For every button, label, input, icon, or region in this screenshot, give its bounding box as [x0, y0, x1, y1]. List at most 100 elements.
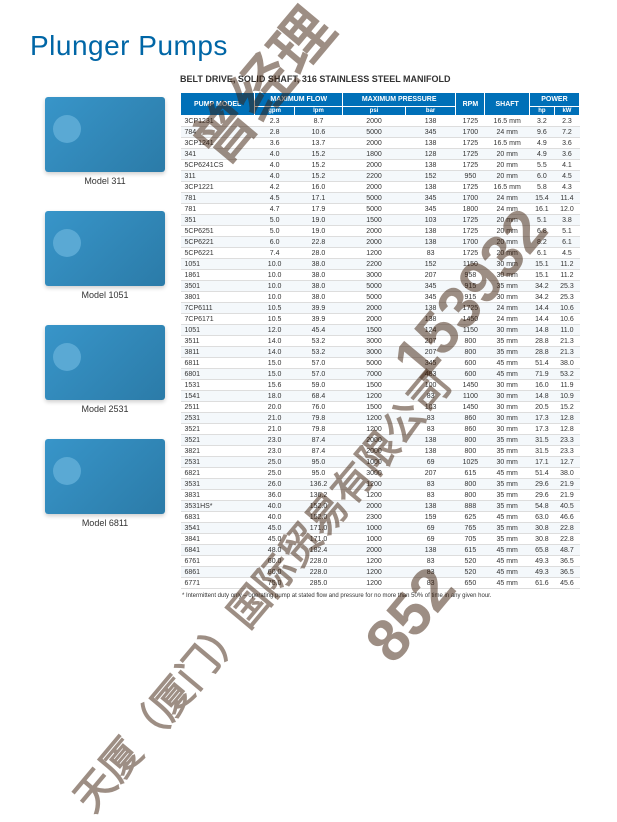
table-row: 352123.087.4200013880035 mm31.523.3 — [181, 435, 580, 446]
table-cell: 25.3 — [554, 292, 579, 303]
table-cell: 228.0 — [294, 556, 342, 567]
table-cell: 95.0 — [294, 457, 342, 468]
table-cell: 136.2 — [294, 490, 342, 501]
table-cell: 2000 — [343, 116, 406, 127]
table-cell: 1200 — [343, 424, 406, 435]
table-cell: 800 — [456, 446, 485, 457]
table-cell: 3.8 — [554, 215, 579, 226]
table-cell: 35 mm — [485, 490, 529, 501]
table-cell: 1150 — [456, 259, 485, 270]
table-cell: 68.4 — [294, 391, 342, 402]
table-cell: 24 mm — [485, 204, 529, 215]
table-cell: 10.5 — [255, 314, 295, 325]
table-cell: 83 — [405, 556, 455, 567]
table-row: 686160.0228.012008352045 mm49.336.5 — [181, 567, 580, 578]
table-row: 3CP12214.216.02000138172516.5 mm5.84.3 — [181, 182, 580, 193]
table-row: 677175.0285.012008365045 mm61.645.6 — [181, 578, 580, 589]
table-cell: 24 mm — [485, 127, 529, 138]
table-cell: 3521 — [181, 424, 255, 435]
table-cell: 4.9 — [529, 138, 554, 149]
table-cell: 1200 — [343, 413, 406, 424]
table-cell: 18.0 — [255, 391, 295, 402]
table-cell: 15.0 — [255, 369, 295, 380]
table-cell: 138 — [405, 446, 455, 457]
table-cell: 3000 — [343, 468, 406, 479]
table-cell: 30 mm — [485, 292, 529, 303]
table-cell: 83 — [405, 479, 455, 490]
table-cell: 6841 — [181, 545, 255, 556]
table-cell: 17.3 — [529, 413, 554, 424]
table-cell: 45 mm — [485, 358, 529, 369]
table-cell: 1000 — [343, 534, 406, 545]
table-cell: 345 — [405, 204, 455, 215]
table-cell: 4.0 — [255, 149, 295, 160]
table-row: 186110.038.0300020795830 mm15.111.2 — [181, 270, 580, 281]
table-row: 7CP611110.539.92000138172524 mm14.410.6 — [181, 303, 580, 314]
table-cell: 7000 — [343, 369, 406, 380]
table-cell: 3CP1241 — [181, 138, 255, 149]
table-cell: 15.2 — [294, 149, 342, 160]
table-cell: 2000 — [343, 314, 406, 325]
table-cell: 29.6 — [529, 490, 554, 501]
content-area: Model 311 Model 1051 Model 2531 Model 68… — [0, 92, 617, 599]
table-cell: 3000 — [343, 270, 406, 281]
table-cell: 1100 — [456, 391, 485, 402]
table-cell: 4.0 — [255, 160, 295, 171]
table-cell: 5.0 — [255, 226, 295, 237]
table-cell: 207 — [405, 347, 455, 358]
table-cell: 1700 — [456, 237, 485, 248]
table-cell: 3831 — [181, 490, 255, 501]
col-model: PUMP MODEL — [181, 93, 255, 116]
table-cell: 345 — [405, 358, 455, 369]
table-cell: 28.8 — [529, 347, 554, 358]
table-cell: 1200 — [343, 248, 406, 259]
model-block: Model 311 — [30, 97, 180, 186]
table-cell: 31.5 — [529, 446, 554, 457]
table-cell: 3.6 — [255, 138, 295, 149]
table-cell: 3501 — [181, 281, 255, 292]
table-cell: 2531 — [181, 413, 255, 424]
table-cell: 25.3 — [554, 281, 579, 292]
table-cell: 3841 — [181, 534, 255, 545]
table-row: 382123.087.4200013880035 mm31.523.3 — [181, 446, 580, 457]
table-cell: 21.9 — [554, 479, 579, 490]
table-row: 681115.057.0500034560045 mm51.438.0 — [181, 358, 580, 369]
table-row: 5CP62515.019.02000138172520 mm6.85.1 — [181, 226, 580, 237]
table-cell: 14.8 — [529, 325, 554, 336]
table-cell: 6801 — [181, 369, 255, 380]
table-cell: 10.9 — [554, 391, 579, 402]
table-cell: 345 — [405, 127, 455, 138]
table-cell: 71.9 — [529, 369, 554, 380]
table-cell: 17.3 — [529, 424, 554, 435]
table-row: 381114.053.2300020780035 mm28.821.3 — [181, 347, 580, 358]
table-cell: 22.8 — [294, 237, 342, 248]
table-cell: 61.6 — [529, 578, 554, 589]
table-cell: 57.0 — [294, 369, 342, 380]
table-cell: 182.4 — [294, 545, 342, 556]
table-cell: 36.5 — [554, 567, 579, 578]
table-cell: 30 mm — [485, 457, 529, 468]
table-cell: 600 — [456, 369, 485, 380]
table-cell: 860 — [456, 424, 485, 435]
table-row: 253125.095.0100069102530 mm17.112.7 — [181, 457, 580, 468]
table-cell: 138 — [405, 314, 455, 325]
table-cell: 4.5 — [554, 171, 579, 182]
table-row: 153115.659.01500100145030 mm16.011.9 — [181, 380, 580, 391]
table-cell: 5CP6251 — [181, 226, 255, 237]
model-block: Model 2531 — [30, 325, 180, 414]
table-cell: 888 — [456, 501, 485, 512]
table-row: 7814.517.15000345170024 mm15.411.4 — [181, 193, 580, 204]
table-cell: 483 — [405, 369, 455, 380]
table-row: 683140.0152.0230015962545 mm63.046.6 — [181, 512, 580, 523]
table-cell: 30 mm — [485, 259, 529, 270]
table-cell: 11.2 — [554, 259, 579, 270]
table-cell: 39.9 — [294, 303, 342, 314]
table-wrap: PUMP MODEL MAXIMUM FLOW MAXIMUM PRESSURE… — [180, 92, 617, 599]
table-cell: 4.1 — [554, 160, 579, 171]
table-cell: 21.0 — [255, 413, 295, 424]
table-cell: 30 mm — [485, 270, 529, 281]
table-row: 7CP617110.539.92000138145024 mm14.410.6 — [181, 314, 580, 325]
table-row: 5CP6241CS4.015.22000138172520 mm5.54.1 — [181, 160, 580, 171]
table-cell: 45.0 — [255, 534, 295, 545]
table-cell: 38.0 — [294, 270, 342, 281]
